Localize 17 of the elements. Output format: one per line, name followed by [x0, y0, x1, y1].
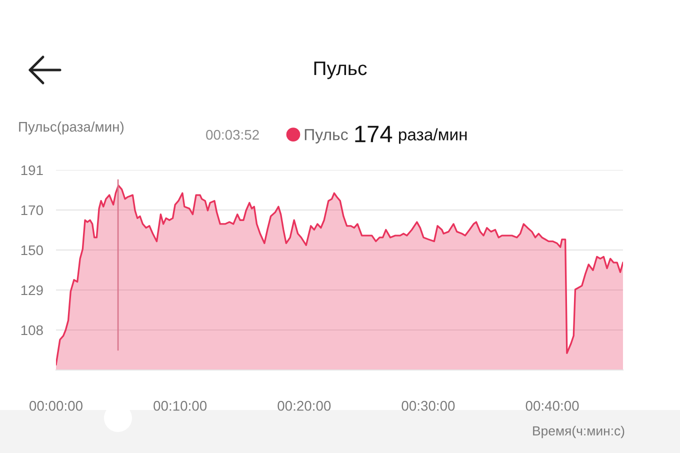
text: 00:03:52 [206, 130, 259, 140]
y-tick-label: 170 [21, 205, 43, 216]
x-tick-label: 00:30:00 [402, 400, 455, 411]
x-tick-label: 00:40:00 [526, 400, 579, 411]
y-tick-label: 150 [21, 245, 43, 256]
legend-label: Пульс [304, 129, 348, 144]
x-axis-title: Время(ч:мин:с) [533, 426, 624, 438]
y-tick-label: 191 [21, 165, 43, 176]
x-tick-label: 00:20:00 [278, 400, 331, 411]
y-axis-title: Пульс(раза/мин) [19, 122, 124, 134]
text: раза/мин [399, 128, 467, 144]
y-tick-label: 129 [21, 285, 43, 296]
y-tick-label: 108 [21, 325, 43, 336]
x-tick-label: 00:00:00 [30, 400, 82, 411]
x-tick-label: 00:10:00 [154, 400, 207, 411]
text: 174 [355, 126, 392, 142]
chart-title: Пульс [314, 62, 367, 80]
